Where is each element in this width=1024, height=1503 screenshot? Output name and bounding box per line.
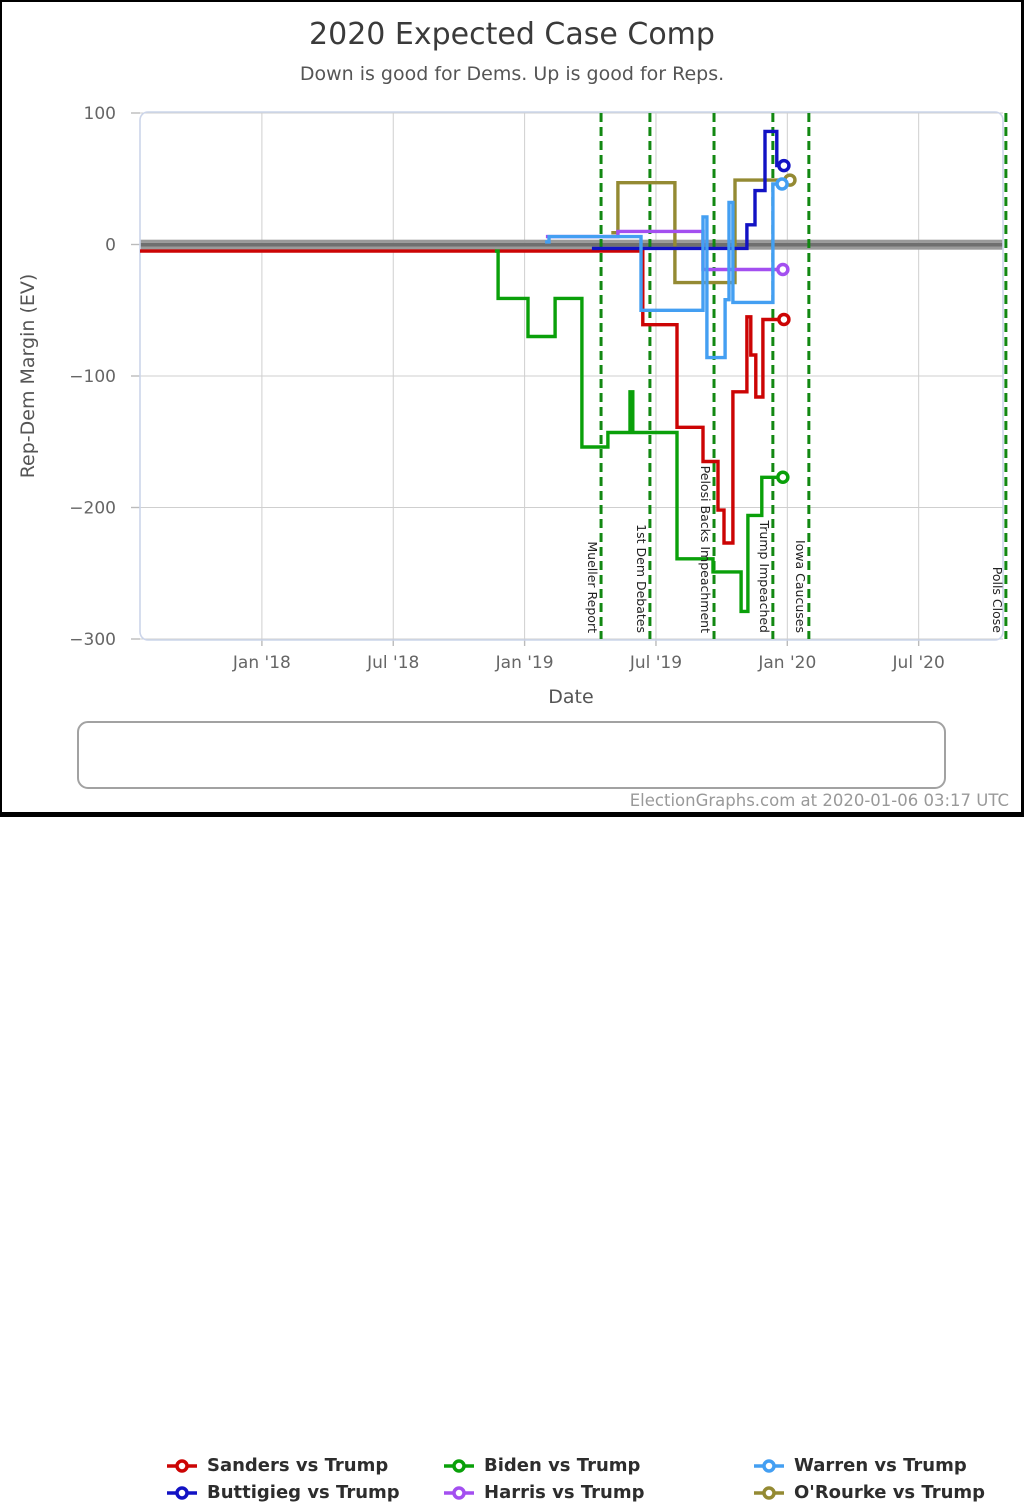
series-line-buttigieg-vs-trump (591, 129, 784, 251)
legend-box: Sanders vs Trump Biden vs Trump Warren vs … (77, 721, 985, 1503)
event-label: Mueller Report (585, 541, 600, 633)
y-tick-label: −100 (69, 367, 116, 387)
y-tick-label: −300 (69, 630, 116, 650)
series-lines (140, 129, 797, 614)
legend-item-sanders-vs-trump[interactable]: Sanders vs Trump (167, 1456, 388, 1476)
page-subtitle: Down is good for Dems. Up is good for Re… (300, 63, 724, 85)
x-tick-label: Jan '20 (757, 653, 816, 673)
legend-marker-icon (754, 1486, 784, 1500)
zero-line-band (140, 239, 1003, 250)
series-endpoint-marker (777, 312, 791, 327)
legend-item-label: O'Rourke vs Trump (794, 1482, 986, 1503)
legend-item-o-rourke-vs-trump[interactable]: O'Rourke vs Trump (754, 1483, 985, 1503)
y-tick-label: 100 (84, 104, 116, 124)
y-tick-label: −200 (69, 499, 116, 519)
x-tick-label: Jan '19 (495, 653, 554, 673)
event-label: Polls Close (990, 567, 1005, 634)
zero-band-edge (140, 239, 1003, 243)
window-bottom-bar (0, 812, 1024, 817)
legend-marker-icon (167, 1459, 197, 1473)
series-endpoint-marker (776, 262, 790, 277)
legend-item-label: Harris vs Trump (484, 1482, 645, 1503)
event-labels: Mueller Report 1st Dem Debates Pelosi Back… (585, 466, 1005, 634)
tick-labels: Jan '18 Jul '18 Jan '19 Jul '19 Jan '20 Jul '… (69, 104, 944, 673)
legend-item-label: Biden vs Trump (484, 1455, 641, 1476)
series-line-sanders-vs-trump (140, 249, 784, 545)
y-axis-title: Rep-Dem Margin (EV) (17, 274, 39, 479)
legend-item-label: Sanders vs Trump (207, 1455, 389, 1476)
event-lines (599, 113, 1008, 639)
legend-item-biden-vs-trump[interactable]: Biden vs Trump (444, 1456, 640, 1476)
x-tick-label: Jul '19 (629, 653, 682, 673)
legend-marker-icon (444, 1486, 474, 1500)
x-axis-title: Date (548, 686, 593, 708)
series-endpoint-marker (775, 177, 789, 191)
legend-marker-icon (167, 1486, 197, 1500)
legend-marker-icon (444, 1459, 474, 1473)
legend-item-label: Warren vs Trump (794, 1455, 967, 1476)
event-label: 1st Dem Debates (634, 524, 649, 633)
legend-item-warren-vs-trump[interactable]: Warren vs Trump (754, 1456, 967, 1476)
x-tick-label: Jan '18 (232, 653, 291, 673)
event-label: Pelosi Backs Impeachment (698, 466, 713, 633)
legend-item-buttigieg-vs-trump[interactable]: Buttigieg vs Trump (167, 1483, 400, 1503)
x-tick-label: Jul '20 (892, 653, 945, 673)
series-endpoint-marker (777, 158, 791, 173)
gridlines (140, 112, 1003, 640)
zero-band-edge (140, 246, 1003, 250)
zero-band-core (140, 242, 1003, 247)
legend-item-label: Buttigieg vs Trump (207, 1482, 400, 1503)
event-label: Iowa Caucuses (793, 540, 808, 633)
series-line-warren-vs-trump (545, 182, 783, 360)
footer-credit: ElectionGraphs.com at 2020-01-06 03:17 U… (630, 791, 1009, 810)
legend-item-harris-vs-trump[interactable]: Harris vs Trump (444, 1483, 644, 1503)
y-tick-label: 0 (105, 236, 116, 256)
series-endpoint-marker (776, 470, 790, 485)
chart-canvas: Mueller Report 1st Dem Debates Pelosi Back… (17, 17, 1009, 810)
x-tick-label: Jul '18 (366, 653, 419, 673)
plot-border (139, 111, 1004, 641)
page-title: 2020 Expected Case Comp (309, 17, 715, 52)
legend-marker-icon (754, 1459, 784, 1473)
event-label: Trump Impeached (757, 519, 772, 633)
series-line-biden-vs-trump (494, 249, 783, 614)
